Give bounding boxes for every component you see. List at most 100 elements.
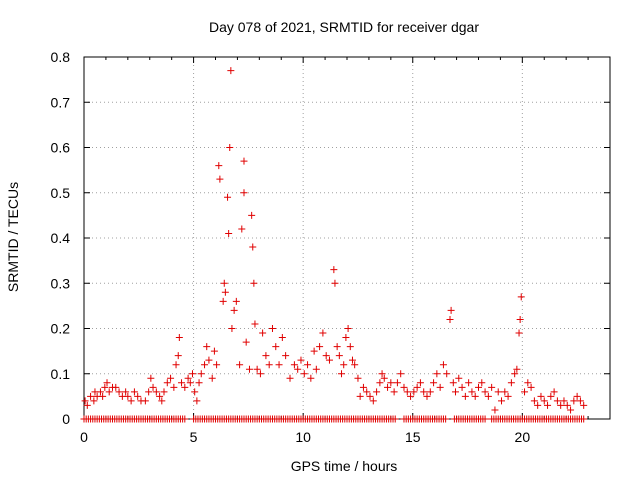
data-point — [210, 347, 218, 355]
data-point — [563, 401, 571, 409]
data-point — [197, 370, 205, 378]
y-tick-label: 0.5 — [51, 185, 71, 201]
data-point — [516, 315, 524, 323]
data-point — [310, 347, 318, 355]
data-point — [81, 397, 89, 405]
data-point — [426, 388, 434, 396]
data-point — [248, 211, 256, 219]
data-point — [290, 361, 298, 369]
data-point — [216, 175, 224, 183]
data-point — [471, 392, 479, 400]
data-point — [236, 361, 244, 369]
data-point — [175, 334, 183, 342]
data-point — [316, 343, 324, 351]
data-point — [498, 397, 506, 405]
x-axis-label: GPS time / hours — [291, 458, 398, 474]
data-point — [491, 406, 499, 414]
y-tick-label: 0.3 — [51, 275, 71, 291]
data-point — [363, 388, 371, 396]
data-point — [201, 361, 209, 369]
data-point — [475, 383, 482, 391]
data-point — [335, 352, 343, 360]
data-point — [391, 415, 399, 423]
data-point — [455, 374, 463, 382]
data-point — [524, 379, 532, 387]
data-point — [250, 279, 258, 287]
data-point — [325, 356, 333, 364]
data-point — [494, 388, 502, 396]
data-point — [380, 374, 388, 382]
x-tick-label: 10 — [295, 429, 311, 445]
data-point — [442, 415, 450, 423]
x-tick-label: 5 — [190, 429, 198, 445]
data-point — [351, 361, 359, 369]
y-tick-label: 0.1 — [51, 366, 71, 382]
data-point — [580, 415, 588, 423]
data-point — [530, 397, 538, 405]
data-point — [228, 325, 236, 332]
data-point — [184, 374, 192, 382]
data-point — [393, 379, 401, 387]
data-point — [240, 189, 248, 197]
data-point — [458, 383, 466, 391]
data-point — [504, 392, 512, 400]
data-point — [344, 325, 352, 332]
data-point — [420, 388, 428, 396]
data-point — [478, 379, 486, 387]
data-point — [443, 370, 451, 378]
data-point — [423, 392, 431, 400]
data-point — [178, 379, 186, 387]
x-tick-label: 20 — [515, 429, 531, 445]
data-point — [521, 388, 529, 396]
data-point — [242, 338, 250, 346]
data-point — [221, 288, 229, 296]
data-point — [513, 365, 521, 373]
data-point — [149, 383, 157, 391]
y-tick-label: 0.8 — [51, 49, 71, 65]
data-point — [340, 361, 348, 369]
data-point — [488, 383, 496, 391]
data-point — [172, 361, 180, 369]
data-point — [307, 374, 315, 382]
data-point — [511, 370, 519, 378]
data-point — [387, 379, 395, 387]
data-point — [403, 388, 411, 396]
data-point — [174, 352, 182, 360]
data-point — [359, 383, 367, 391]
data-point — [186, 379, 194, 387]
data-point — [191, 388, 199, 396]
data-point — [224, 193, 232, 201]
data-point — [330, 266, 338, 274]
data-point — [193, 397, 201, 405]
y-tick-label: 0.4 — [51, 230, 71, 246]
data-point — [331, 279, 339, 287]
data-point — [322, 352, 330, 360]
data-point — [230, 306, 238, 314]
data-point — [481, 415, 489, 423]
data-point — [567, 406, 575, 414]
data-point — [112, 383, 120, 391]
x-tick-label: 0 — [80, 429, 88, 445]
data-point — [576, 397, 584, 405]
data-point — [550, 388, 558, 396]
data-point — [90, 397, 98, 405]
data-point — [300, 370, 308, 378]
data-point — [557, 401, 565, 409]
data-point — [507, 379, 515, 387]
data-point — [286, 374, 294, 382]
data-point — [338, 370, 346, 378]
data-point — [101, 383, 109, 391]
data-point — [262, 352, 270, 360]
data-point — [446, 315, 454, 323]
y-tick-label: 0 — [62, 411, 70, 427]
data-point — [376, 379, 384, 387]
data-point — [103, 379, 111, 387]
data-point — [227, 67, 235, 75]
data-point — [265, 361, 273, 369]
data-point — [439, 361, 447, 369]
data-point — [515, 329, 523, 337]
data-point — [481, 388, 489, 396]
data-point — [366, 392, 374, 400]
data-point — [342, 334, 350, 342]
data-point — [430, 379, 438, 387]
